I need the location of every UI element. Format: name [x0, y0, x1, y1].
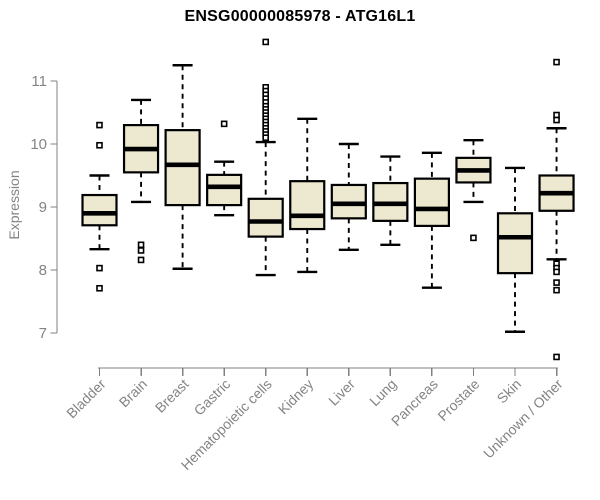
boxplot-breast [164, 64, 201, 270]
outlier-point [553, 58, 560, 66]
iqr-box [81, 193, 118, 227]
iqr-box [413, 177, 450, 227]
outlier-point [96, 264, 103, 272]
outlier-point [96, 284, 103, 292]
boxplot-bladder [81, 121, 118, 292]
iqr-box [247, 197, 284, 238]
y-axis-tick-label: 9 [39, 199, 47, 216]
outlier-point [96, 121, 103, 129]
boxplot-gastric [206, 120, 243, 217]
x-axis-category-label: Breast [152, 376, 192, 416]
outlier-point [553, 286, 560, 294]
outlier-point [553, 268, 560, 276]
x-axis-category-label: Unknown / Other [480, 376, 566, 462]
boxplot-lung [372, 155, 409, 247]
outlier-point [220, 120, 228, 128]
y-axis-tick-label: 10 [30, 136, 47, 153]
x-axis-category-label: Kidney [275, 376, 317, 418]
boxplot-kidney [289, 117, 326, 274]
outlier-point [553, 353, 560, 361]
boxplot-prostate [455, 139, 492, 242]
x-axis-category-label: Brain [116, 376, 150, 410]
iqr-box [164, 129, 201, 207]
y-axis-tick-label: 8 [39, 262, 47, 279]
outlier-point [137, 241, 145, 249]
chart-title: ENSG00000085978 - ATG16L1 [184, 8, 416, 25]
boxplot-brain [122, 98, 160, 264]
outlier-point [96, 141, 103, 149]
outlier-point [262, 38, 270, 46]
boxplot-liver [330, 142, 367, 252]
x-axis-category-label: Prostate [434, 376, 482, 424]
x-axis-category-label: Skin [494, 376, 525, 407]
x-axis-category-label: Lung [366, 376, 399, 409]
outlier-point [553, 279, 560, 286]
outlier-point [553, 116, 560, 124]
y-axis-tick-label: 11 [31, 73, 47, 90]
outlier-point [137, 256, 145, 264]
boxplot-unknown-other [538, 58, 575, 361]
outlier-point [137, 247, 145, 254]
x-axis-category-label: Bladder [63, 376, 109, 422]
boxplot-hematopoietic-cells [247, 38, 284, 277]
boxplot-skin [496, 166, 534, 333]
outlier-point [470, 234, 477, 242]
iqr-box [496, 212, 534, 275]
iqr-box [206, 173, 243, 207]
boxplot-pancreas [413, 151, 450, 289]
iqr-box [289, 180, 326, 231]
x-axis-category-label: Liver [325, 376, 358, 409]
y-axis-tick-label: 7 [39, 325, 47, 342]
outlier-point [262, 134, 270, 141]
